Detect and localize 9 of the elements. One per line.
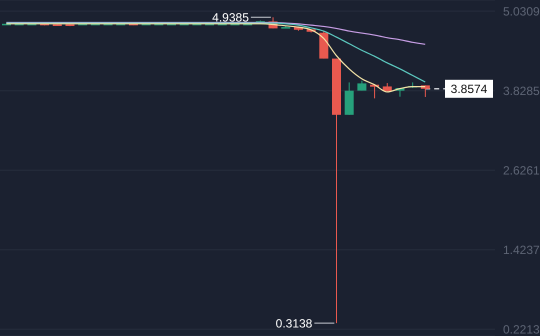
- y-tick-label: 2.6261: [503, 164, 540, 178]
- y-tick-label: 1.4237: [503, 243, 540, 258]
- annotation: 4.9385: [212, 10, 250, 24]
- y-tick-label: 0.2213: [503, 322, 540, 336]
- annotation: 0.3138: [276, 316, 313, 330]
- line-series: [6, 22, 426, 45]
- y-tick-label: 3.8285: [503, 84, 540, 98]
- ref-line-label: 3.8574: [450, 82, 488, 96]
- y-tick-label: 5.0309: [503, 4, 540, 18]
